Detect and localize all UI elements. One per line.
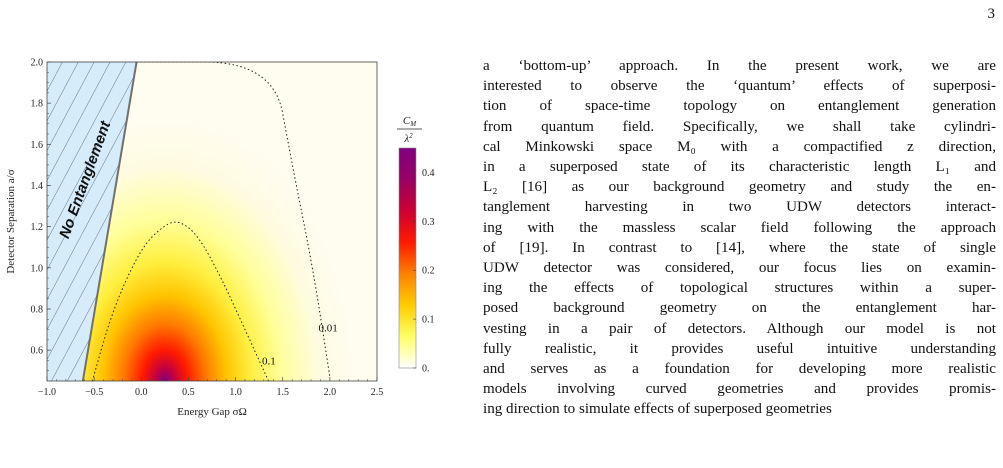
x-tick-label: 0.0 bbox=[135, 387, 148, 398]
body-text-line: fully realistic, it provides useful intu… bbox=[483, 340, 996, 357]
contour-label-0.01: 0.01 bbox=[319, 323, 338, 335]
body-text: a ‘bottom-up’ approach. In the present w… bbox=[483, 56, 996, 420]
y-tick-label: 1.4 bbox=[31, 181, 44, 192]
y-tick-label: 0.6 bbox=[31, 346, 44, 357]
x-tick-label: 1.0 bbox=[229, 387, 242, 398]
body-text-line: models involving curved geometries and p… bbox=[483, 381, 996, 398]
x-tick-label: 0.5 bbox=[182, 387, 195, 398]
body-text-line: a ‘bottom-up’ approach. In the present w… bbox=[483, 58, 996, 74]
x-tick-label: 2.5 bbox=[371, 387, 384, 398]
contour-label-0.1: 0.1 bbox=[262, 356, 276, 368]
body-text-line: of [19]. In contrast to [14], where the … bbox=[483, 239, 996, 256]
y-axis: 0.6 0.8 1.0 1.2 1.4 1.6 1.8 2.0 bbox=[31, 58, 51, 371]
body-text-line: cal Minkowski space M₀ with a compactifi… bbox=[483, 138, 996, 155]
body-text-line: in a superposed state of its characteris… bbox=[483, 159, 996, 176]
body-text-line: posed background geometry on the entangl… bbox=[483, 300, 996, 317]
x-axis-title: Energy Gap σΩ bbox=[177, 406, 247, 418]
y-tick-label: 1.6 bbox=[31, 140, 44, 151]
x-tick-label: −0.5 bbox=[85, 387, 103, 398]
y-tick-label: 1.8 bbox=[31, 99, 44, 110]
y-tick-label: 2.0 bbox=[31, 58, 44, 69]
no-entanglement-region bbox=[47, 62, 137, 381]
colorbar-tick-label: 0.1 bbox=[422, 315, 435, 326]
entanglement-heatmap-figure: No Entanglement 0.1 0.01 −1.0 −0.5 0.0 0.5 1… bbox=[5, 58, 435, 419]
plot-frame bbox=[46, 61, 378, 382]
x-tick-label: 2.0 bbox=[324, 387, 337, 398]
body-text-line: UDW detector was considered, our focus l… bbox=[483, 260, 996, 277]
plot-area: No Entanglement 0.1 0.01 bbox=[46, 61, 378, 382]
y-tick-label: 1.0 bbox=[31, 263, 44, 274]
colorbar: 0. 0.1 0.2 0.3 0.4 CM λ2 bbox=[397, 115, 435, 375]
body-text-line: ing the effects of topological structure… bbox=[483, 280, 996, 297]
body-text-line: L₂ [16] as our background geometry and s… bbox=[483, 179, 996, 196]
colorbar-title-denominator: λ2 bbox=[403, 132, 413, 145]
colorbar-tick-label: 0.3 bbox=[422, 217, 435, 228]
page-number: 3 bbox=[987, 6, 996, 22]
colorbar-tick-label: 0. bbox=[422, 364, 430, 375]
x-tick-label: 1.5 bbox=[276, 387, 289, 398]
colorbar-gradient bbox=[398, 147, 417, 369]
body-text-line: tanglement harvesting in two UDW detecto… bbox=[483, 199, 996, 216]
y-tick-label: 0.8 bbox=[31, 304, 44, 315]
y-tick-label: 1.2 bbox=[31, 222, 44, 233]
entanglement-boundary-line bbox=[81, 62, 138, 381]
colorbar-tick-label: 0.2 bbox=[422, 266, 435, 277]
body-text-line: tion of space-time topology on entanglem… bbox=[483, 98, 996, 115]
colorbar-ticks: 0. 0.1 0.2 0.3 0.4 bbox=[413, 168, 435, 375]
x-axis: −1.0 −0.5 0.0 0.5 1.0 1.5 2.0 2.5 bbox=[38, 377, 383, 398]
y-axis-title: Detector Separation a/σ bbox=[5, 169, 17, 273]
body-text-line: ing direction to simulate effects of sup… bbox=[483, 401, 832, 418]
colorbar-tick-label: 0.4 bbox=[422, 168, 435, 179]
colorbar-title: CM λ2 bbox=[397, 115, 422, 145]
body-text-line: vesting in a pair of detectors. Although… bbox=[483, 320, 996, 337]
body-text-line: from quantum field. Specifically, we sha… bbox=[483, 118, 996, 135]
body-text-line: interested to observe the ‘quantum’ effe… bbox=[483, 78, 996, 95]
contour-line-0.1 bbox=[91, 221, 270, 381]
body-text-line: and serves as a foundation for developin… bbox=[483, 361, 996, 378]
body-text-line: ing with the massless scalar field follo… bbox=[483, 219, 996, 236]
colorbar-title-numerator: CM bbox=[403, 115, 417, 128]
x-tick-label: −1.0 bbox=[38, 387, 56, 398]
